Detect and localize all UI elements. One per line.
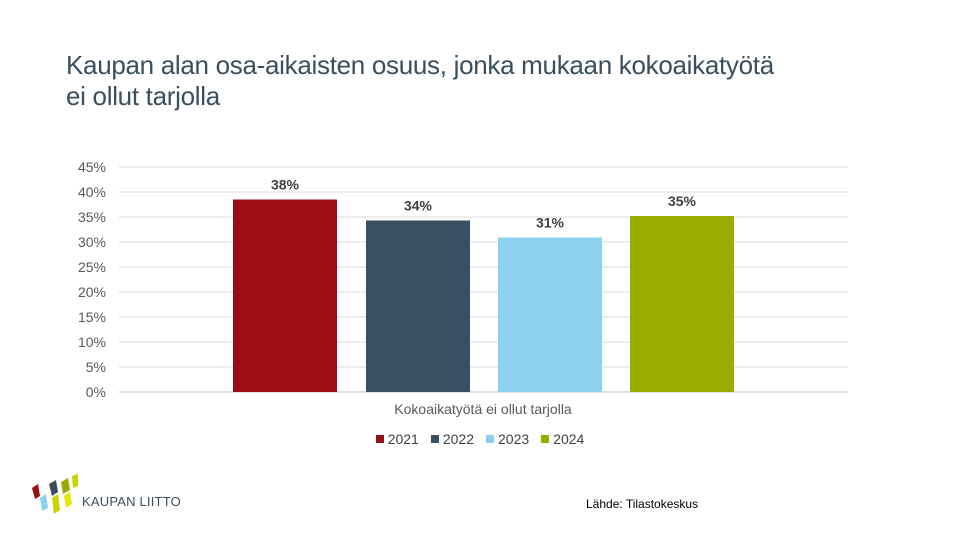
- y-tick-label: 0%: [86, 384, 106, 400]
- kaupan-liitto-logo-icon: [32, 474, 78, 514]
- data-label-2024: 35%: [668, 193, 697, 209]
- y-tick-label: 15%: [78, 309, 106, 325]
- data-label-2022: 34%: [404, 198, 433, 214]
- legend-label: 2024: [553, 431, 585, 447]
- source-note: Lähde: Tilastokeskus: [586, 497, 699, 511]
- company-logo: KAUPAN LIITTO: [30, 474, 190, 520]
- bar-2022: [366, 220, 470, 392]
- legend-item-2022: 2022: [430, 431, 474, 447]
- title-line-2: ei ollut tarjolla: [66, 81, 220, 111]
- legend-swatch: [375, 435, 384, 443]
- slide-title: Kaupan alan osa-aikaisten osuus, jonka m…: [66, 50, 886, 112]
- title-line-1: Kaupan alan osa-aikaisten osuus, jonka m…: [66, 50, 774, 80]
- y-tick-label: 40%: [78, 184, 106, 200]
- legend-item-2024: 2024: [541, 431, 584, 447]
- y-tick-label: 20%: [78, 284, 106, 300]
- legend-swatch: [486, 435, 494, 443]
- y-tick-label: 5%: [86, 359, 106, 375]
- x-category-label: Kokoaikatyötä ei ollut tarjolla: [394, 401, 572, 417]
- chart-legend: 2021 2022 2023 2024: [0, 431, 960, 447]
- data-label-2021: 38%: [271, 177, 300, 193]
- y-tick-label: 30%: [78, 234, 106, 250]
- bar-2021: [233, 199, 337, 392]
- y-tick-label: 45%: [78, 159, 106, 175]
- legend-item-2023: 2023: [486, 431, 529, 447]
- y-tick-label: 10%: [78, 334, 106, 350]
- bar-2023: [498, 237, 602, 392]
- y-tick-label: 25%: [78, 259, 106, 275]
- legend-label: 2023: [498, 431, 530, 447]
- logo-text: KAUPAN LIITTO: [82, 494, 181, 509]
- legend-swatch: [541, 435, 550, 443]
- legend-swatch: [430, 435, 439, 443]
- legend-item-2021: 2021: [375, 431, 419, 447]
- y-tick-label: 35%: [78, 209, 106, 225]
- legend-label: 2022: [442, 431, 474, 447]
- data-label-2023: 31%: [536, 215, 565, 231]
- bar-2024: [630, 216, 734, 392]
- legend-label: 2021: [387, 431, 419, 447]
